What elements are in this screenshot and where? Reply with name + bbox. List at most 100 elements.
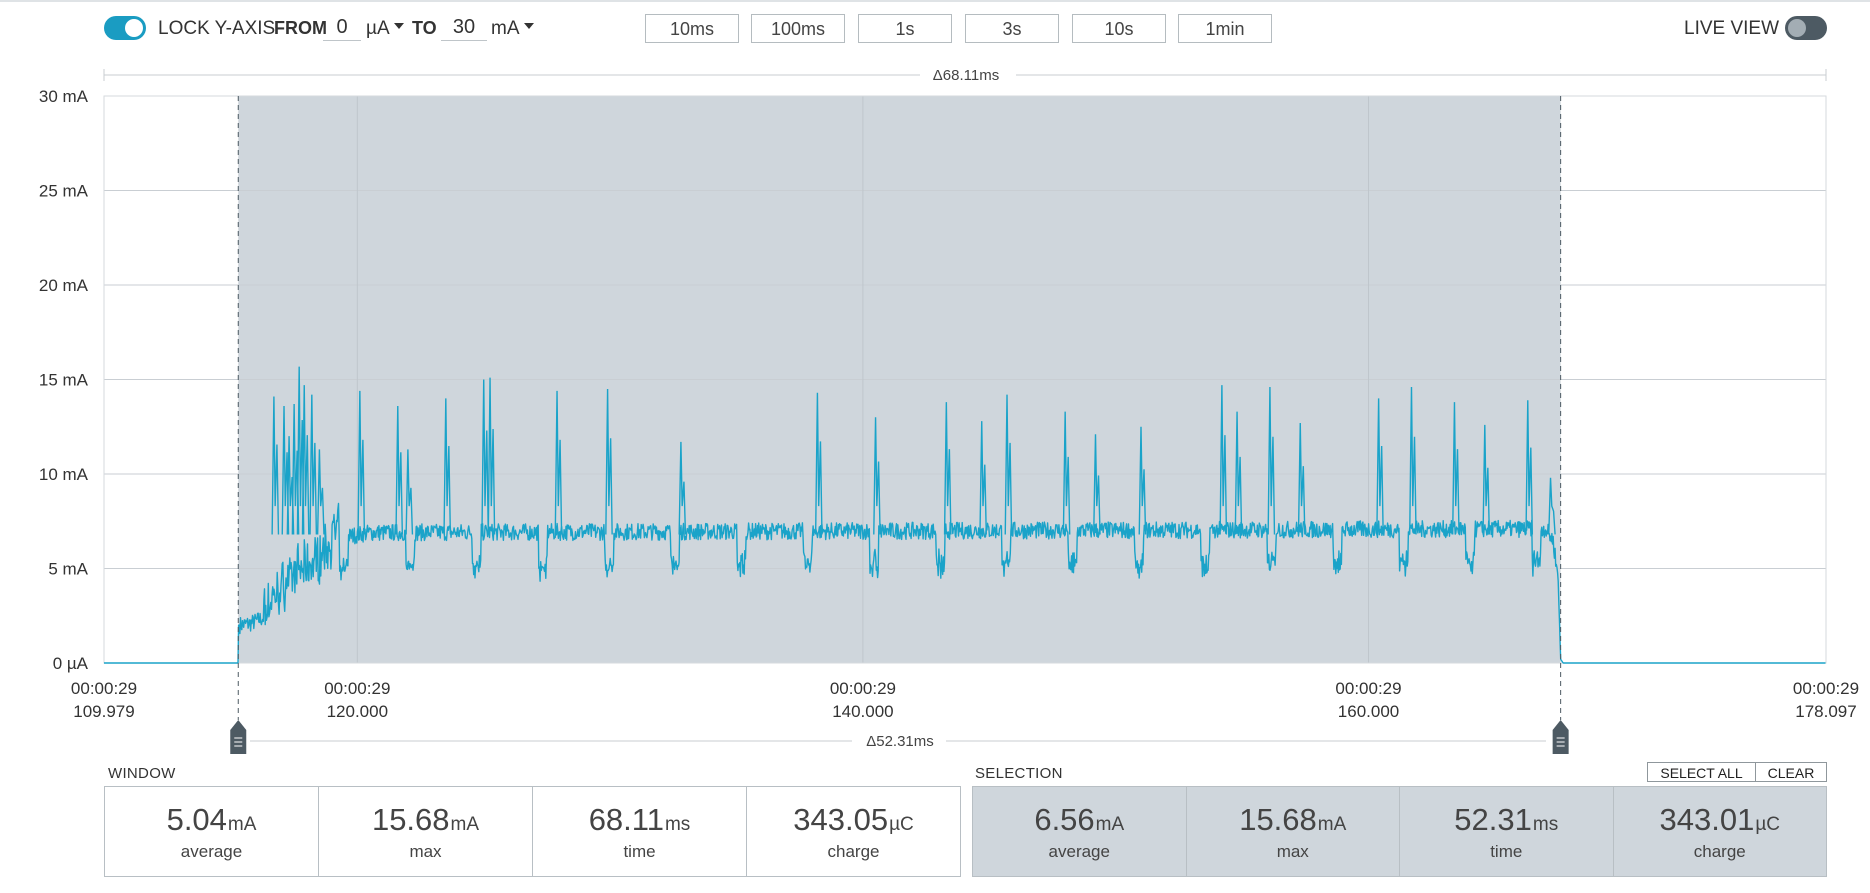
current-spike [1267,387,1276,535]
stat-unit: mA [1095,814,1125,835]
window-delta-label: Δ68.11ms [933,67,999,84]
y-tick-label: 5 mA [48,560,88,579]
current-spike [1482,424,1491,535]
x-tick-time: 00:00:29 [1335,679,1401,698]
x-tick-ms: 178.097 [1795,702,1856,721]
current-spike [271,396,280,535]
current-spike [1452,402,1460,535]
current-spike [405,449,414,535]
window-100ms-button[interactable]: 100ms [751,14,845,43]
toggle-knob [1788,19,1806,37]
selection-delta-label: Δ52.31ms [866,733,934,750]
current-spike [316,449,325,535]
to-unit-label: mA [491,18,520,39]
selection-stats-panel: 6.56mA average 15.68mA max 52.31ms time … [972,786,1827,877]
from-unit-dropdown[interactable]: µA [366,18,404,40]
current-spike [1376,398,1384,535]
y-tick-label: 15 mA [39,371,89,390]
y-tick-label: 20 mA [39,276,89,295]
window-3s-button[interactable]: 3s [965,14,1059,43]
window-time-stat: 68.11ms time [532,787,746,876]
stat-caption: charge [827,842,880,861]
cursor-drag-handle-icon [1552,720,1569,754]
current-spike [1297,422,1306,535]
selection-charge-stat: 343.01µC charge [1612,787,1827,876]
window-average-stat: 5.04mA average [105,787,318,876]
current-spike [605,388,613,535]
current-chart[interactable]: Δ68.11ms Δ52.31ms 0 µA 5 mA 10 mA 15 mA … [0,55,1870,755]
stat-unit: mA [450,814,480,835]
x-tick-time: 00:00:29 [830,679,896,698]
current-spike [395,405,404,535]
current-spike [487,377,496,535]
stat-value: 15.68 [1239,802,1317,837]
current-spike [678,441,687,535]
to-value-input[interactable]: 30 [441,14,487,41]
stat-caption: time [623,842,656,861]
stat-value: 68.11 [588,802,664,837]
window-charge-stat: 343.05µC charge [746,787,960,876]
selection-cursors [230,96,1569,754]
from-label: FROM [274,18,327,38]
current-spike [301,385,310,535]
y-tick-label: 30 mA [39,87,89,106]
y-tick-label: 10 mA [39,465,89,484]
to-unit-dropdown[interactable]: mA [491,18,534,40]
current-spike [873,417,881,535]
y-tick-label: 0 µA [53,654,89,673]
current-spike [554,390,563,535]
toggle-knob [125,19,143,37]
stat-unit: ms [664,814,691,835]
x-tick-time: 00:00:29 [71,679,137,698]
stat-caption: max [409,842,442,861]
x-axis-labels: 00:00:29 109.979 00:00:29 120.000 00:00:… [71,679,1859,721]
from-value-input[interactable]: 0 [323,14,361,41]
selection-section-label: SELECTION [975,765,1063,782]
x-tick-time: 00:00:29 [1793,679,1859,698]
current-spike [281,405,290,535]
cursor-drag-handle-icon [230,720,247,754]
current-spike [1138,426,1147,535]
toolbar: LOCK Y-AXIS FROM 0 µA TO 30 mA 10ms 100m… [0,0,1870,60]
window-1s-button[interactable]: 1s [858,14,952,43]
current-spike [309,394,318,535]
current-trace-line [103,502,1826,664]
stat-unit: µC [1755,814,1780,835]
stat-unit: ms [1532,814,1559,835]
current-spike [443,398,452,535]
selection-max-stat: 15.68mA max [1185,787,1400,876]
current-spike [357,390,366,535]
x-tick-ms: 109.979 [73,702,134,721]
current-spike [481,379,489,535]
select-all-button[interactable]: SELECT ALL [1647,762,1756,782]
clear-selection-button[interactable]: CLEAR [1755,762,1827,782]
x-tick-ms: 140.000 [832,702,893,721]
from-unit-label: µA [366,18,390,39]
current-spike [943,402,952,535]
current-spikes [271,366,1556,535]
current-spike [1093,434,1101,535]
selection-average-stat: 6.56mA average [973,787,1186,876]
chevron-down-icon [393,22,404,29]
stat-caption: average [1048,842,1110,861]
stat-value: 6.56 [1034,802,1095,837]
current-spike [1004,394,1013,535]
window-10ms-button[interactable]: 10ms [645,14,739,43]
current-spike [979,421,987,535]
window-max-stat: 15.68mA max [318,787,532,876]
x-tick-ms: 160.000 [1338,702,1399,721]
current-spike [1525,400,1534,535]
window-1min-button[interactable]: 1min [1178,14,1272,43]
lock-y-axis-toggle[interactable] [104,16,146,40]
selection-time-stat: 52.31ms time [1399,787,1613,876]
window-stats-panel: 5.04mA average 15.68mA max 68.11ms time … [104,786,961,877]
current-spike [1548,477,1556,535]
window-10s-button[interactable]: 10s [1072,14,1166,43]
stat-caption: charge [1693,842,1746,861]
y-tick-label: 25 mA [39,182,89,201]
current-spike [1219,385,1228,535]
window-section-label: WINDOW [108,765,176,782]
live-view-toggle[interactable] [1785,16,1827,40]
stat-value: 52.31 [1454,802,1532,837]
stat-unit: mA [1317,814,1347,835]
